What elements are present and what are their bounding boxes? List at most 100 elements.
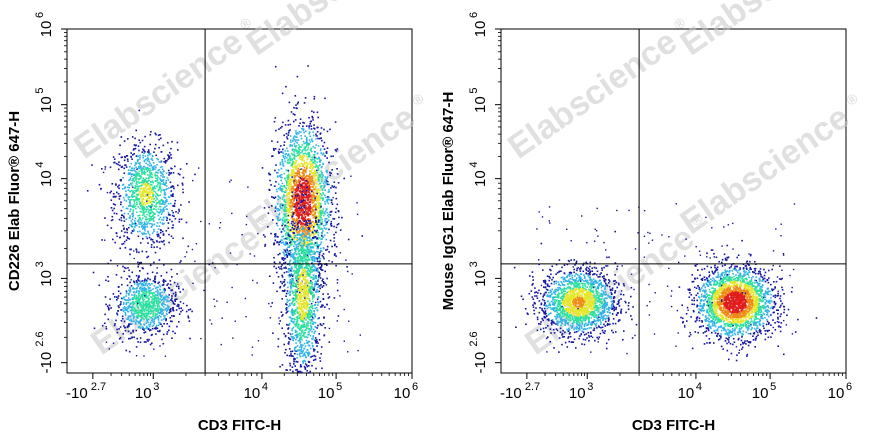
event-dot	[307, 327, 309, 330]
event-dot	[317, 188, 320, 191]
event-dot	[139, 286, 142, 288]
event-dot	[305, 141, 308, 143]
event-dot	[304, 207, 307, 210]
event-dot	[299, 329, 301, 331]
event-dot	[157, 292, 159, 294]
event-dot	[153, 309, 155, 311]
event-dot	[290, 235, 292, 237]
event-dot	[163, 192, 166, 195]
event-dot	[272, 155, 274, 157]
event-dot	[141, 296, 144, 299]
event-dot	[320, 238, 322, 241]
event-dot	[149, 211, 152, 214]
event-dot	[327, 196, 329, 199]
event-dot	[303, 178, 305, 181]
event-dot	[295, 214, 298, 217]
event-dot	[164, 197, 167, 199]
event-dot	[154, 327, 156, 330]
event-dot	[145, 294, 148, 296]
event-dot	[136, 317, 139, 319]
event-dot	[129, 281, 131, 284]
event-dot	[141, 199, 143, 202]
event-dot	[156, 177, 159, 180]
event-dot	[142, 307, 145, 310]
event-dot	[320, 267, 322, 269]
event-dot	[306, 259, 309, 262]
event-dot	[161, 209, 164, 211]
event-dot	[141, 307, 144, 309]
event-dot	[135, 190, 138, 192]
event-dot	[311, 172, 314, 174]
event-dot	[296, 231, 298, 234]
event-dot	[142, 148, 144, 151]
event-dot	[150, 317, 153, 319]
event-dot	[152, 315, 154, 317]
event-dot	[310, 256, 312, 259]
event-dot	[308, 187, 311, 190]
event-dot	[135, 329, 138, 332]
event-dot	[296, 323, 299, 326]
event-dot	[295, 198, 298, 200]
event-dot	[151, 159, 154, 162]
event-dot	[287, 180, 290, 182]
event-dot	[168, 294, 170, 296]
event-dot	[304, 290, 307, 293]
event-dot	[292, 140, 294, 143]
event-dot	[295, 267, 298, 270]
event-dot	[277, 172, 279, 174]
event-dot	[141, 171, 143, 173]
event-dot	[151, 304, 154, 307]
event-dot	[113, 207, 115, 210]
event-dot	[150, 238, 153, 240]
event-dot	[163, 193, 166, 196]
event-dot	[307, 213, 309, 215]
event-dot	[293, 154, 296, 156]
event-dot	[154, 132, 157, 135]
event-dot	[325, 238, 327, 241]
event-dot	[309, 220, 311, 222]
event-dot	[298, 332, 301, 334]
event-dot	[132, 309, 135, 311]
event-dot	[317, 296, 320, 298]
event-dot	[307, 191, 310, 194]
event-dot	[187, 315, 189, 318]
event-dot	[292, 136, 295, 139]
event-dot	[172, 302, 175, 305]
event-dot	[143, 226, 145, 228]
event-dot	[177, 304, 180, 306]
event-dot	[281, 258, 284, 260]
event-dot	[302, 211, 304, 214]
event-dot	[326, 177, 328, 180]
event-dot	[293, 272, 296, 275]
event-dot	[160, 209, 162, 212]
event-dot	[139, 297, 142, 299]
event-dot	[159, 329, 161, 332]
event-dot	[140, 176, 142, 178]
event-dot	[166, 160, 168, 162]
event-dot	[307, 65, 309, 67]
event-dot	[326, 157, 328, 159]
event-dot	[300, 303, 302, 305]
event-dot	[306, 241, 309, 244]
event-dot	[309, 224, 311, 227]
event-dot	[134, 217, 137, 220]
event-dot	[321, 139, 323, 142]
event-dot	[304, 363, 307, 365]
event-dot	[186, 304, 188, 307]
event-dot	[133, 167, 136, 170]
event-dot	[146, 223, 148, 226]
event-dot	[309, 289, 312, 292]
event-dot	[296, 174, 298, 176]
event-dot	[145, 287, 147, 290]
event-dot	[137, 314, 140, 316]
event-dot	[315, 198, 318, 201]
event-dot	[308, 196, 310, 198]
event-dot	[148, 282, 151, 285]
event-dot	[151, 211, 154, 213]
event-dot	[309, 199, 312, 201]
event-dot	[172, 205, 175, 207]
event-dot	[271, 205, 273, 207]
event-dot	[299, 337, 301, 340]
event-dot	[315, 186, 318, 188]
event-dot	[295, 208, 297, 211]
